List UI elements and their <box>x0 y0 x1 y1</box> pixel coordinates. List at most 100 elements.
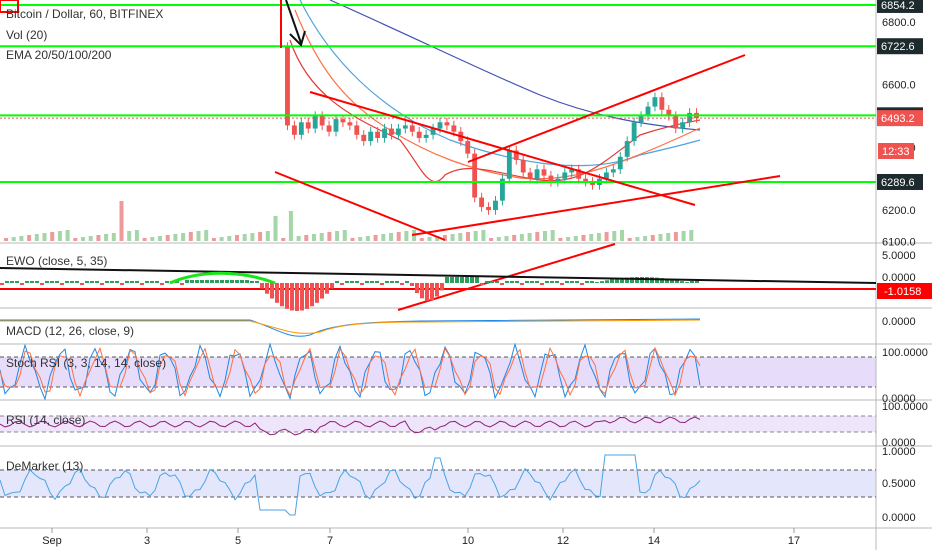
arrow-annotation <box>285 0 306 47</box>
candle-body <box>680 122 686 129</box>
ewo-value-tag: -1.0158 <box>884 286 921 298</box>
volume-bar <box>227 236 232 241</box>
legend-ewo: EWO (close, 5, 35) <box>6 254 107 268</box>
ewo-bar <box>55 281 59 283</box>
ewo-bar <box>240 280 244 283</box>
candle-body <box>610 169 616 173</box>
ewo-bar <box>140 283 144 285</box>
ewo-bar <box>590 281 594 283</box>
candle-body <box>354 125 360 135</box>
level-tag-3: 6493.2 <box>881 113 915 125</box>
volume-bar <box>134 230 139 241</box>
ewo-bar <box>410 283 414 287</box>
volume-bar <box>365 236 370 241</box>
volume-bar <box>381 234 386 241</box>
stoch-tick-100: 100.0000 <box>882 347 928 359</box>
ewo-bar <box>195 280 199 283</box>
ewo-bar <box>460 277 464 283</box>
ewo-bar <box>465 277 469 283</box>
volume-bar <box>373 235 378 241</box>
legend-demarker: DeMarker (13) <box>6 459 83 473</box>
volume-bar <box>335 231 340 241</box>
ema-50-line <box>294 9 701 180</box>
volume-bar <box>481 230 486 241</box>
volume-bars <box>4 201 694 241</box>
macd-signal-line <box>0 319 701 334</box>
guide-lines <box>0 356 876 498</box>
candle-body <box>375 131 381 138</box>
volume-bar <box>288 211 293 241</box>
candle-body <box>444 122 450 126</box>
red-box-annotation <box>0 0 19 13</box>
volume-bar <box>442 235 447 241</box>
ewo-bar <box>40 283 44 285</box>
volume-bar <box>181 233 186 241</box>
ewo-bar <box>610 279 614 283</box>
ewo-histogram <box>0 277 699 311</box>
ewo-bar <box>580 283 584 285</box>
volume-bar <box>150 237 155 241</box>
horizontal-levels <box>0 3 876 183</box>
ewo-black-trendline <box>0 267 877 284</box>
candles <box>285 42 699 215</box>
candle-body <box>569 169 575 173</box>
candle-body <box>562 172 568 179</box>
volume-bar <box>535 232 540 241</box>
volume-bar <box>273 216 278 241</box>
ewo-bar <box>220 280 224 283</box>
volume-bar <box>88 236 93 241</box>
volume-bar <box>358 237 363 241</box>
ewo-bar <box>505 281 509 283</box>
ewo-bar <box>230 280 234 283</box>
time-tick-7: 17 <box>788 535 800 547</box>
legend-stoch-rsi: Stoch RSI (3, 3, 14, 14, close) <box>6 356 166 370</box>
volume-bar <box>304 235 309 241</box>
volume-bar <box>419 238 424 241</box>
volume-bar <box>11 237 16 241</box>
volume-bar <box>219 237 224 241</box>
ewo-bar <box>180 283 184 285</box>
candle-body <box>305 122 311 129</box>
ewo-bar <box>605 280 609 283</box>
volume-bar <box>50 232 55 241</box>
countdown-label: 12:33 <box>882 146 910 158</box>
ewo-bar <box>235 280 239 283</box>
ewo-bar <box>640 277 644 283</box>
ewo-bar <box>0 283 4 285</box>
level-tag-4: 6289.6 <box>881 177 915 189</box>
candle-body <box>499 178 505 201</box>
ewo-bar <box>510 281 514 283</box>
volume-bar <box>96 235 101 241</box>
time-tick-6: 14 <box>648 535 660 547</box>
ewo-green-arc <box>169 271 276 285</box>
ewo-bar <box>445 277 449 283</box>
candle-body <box>590 181 595 185</box>
ewo-bar <box>10 281 14 283</box>
ewo-bar <box>530 281 534 283</box>
ewo-bar <box>470 277 474 283</box>
volume-bar <box>65 230 70 241</box>
ewo-bar <box>595 282 599 283</box>
volume-bar <box>127 231 132 241</box>
candle-body <box>631 122 637 142</box>
candle-body <box>555 178 561 182</box>
ewo-bar <box>175 281 179 283</box>
ewo-bar <box>265 283 269 294</box>
ewo-bar <box>565 281 569 283</box>
volume-bar <box>389 233 393 241</box>
volume-bar <box>42 233 47 241</box>
ewo-bar <box>85 281 89 283</box>
volume-bar <box>327 232 332 241</box>
time-tick-0: Sep <box>42 535 62 547</box>
ewo-bar <box>570 281 574 283</box>
candle-body <box>486 206 491 211</box>
ewo-bar <box>635 277 639 283</box>
candle-body <box>673 116 679 129</box>
ewo-bar <box>430 283 434 301</box>
candle-body <box>291 125 297 135</box>
ewo-bar <box>300 283 304 311</box>
ewo-bar <box>395 281 399 283</box>
